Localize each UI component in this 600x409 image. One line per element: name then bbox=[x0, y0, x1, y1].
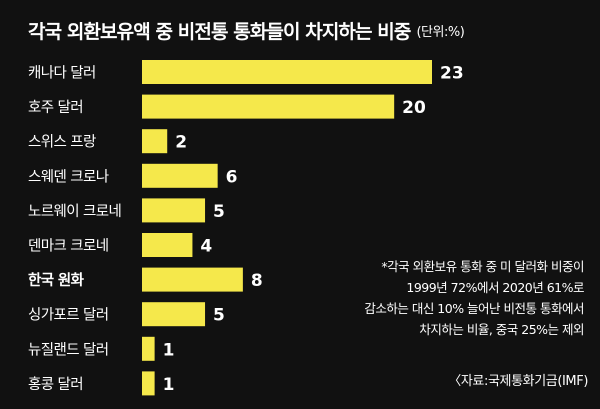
value-label: 20 bbox=[402, 98, 426, 118]
category-label: 스위스 프랑 bbox=[28, 134, 96, 151]
chart-title: 각국 외환보유액 중 비전통 통화들이 차지하는 비중 bbox=[28, 20, 411, 43]
value-label: 2 bbox=[175, 133, 187, 153]
category-label: 한국 원화 bbox=[28, 272, 85, 289]
bar bbox=[142, 129, 168, 154]
value-label: 5 bbox=[213, 306, 225, 326]
category-label: 덴마크 크로네 bbox=[28, 238, 108, 255]
title-row: 각국 외환보유액 중 비전통 통화들이 차지하는 비중 (단위:%) bbox=[28, 14, 465, 46]
category-label: 홍콩 달러 bbox=[28, 376, 83, 393]
category-label: 뉴질랜드 달러 bbox=[28, 341, 108, 358]
value-label: 23 bbox=[440, 64, 464, 84]
category-label: 스웨덴 크로나 bbox=[28, 168, 109, 185]
footnote-line: *각국 외환보유 통화 중 미 달러화 비중이 bbox=[381, 259, 584, 274]
bar bbox=[142, 60, 432, 84]
footnote-line: 차지하는 비율, 중국 25%는 제외 bbox=[419, 322, 584, 337]
chart-unit: (단위:%) bbox=[416, 24, 465, 40]
value-label: 8 bbox=[251, 271, 263, 291]
source-note: 〈자료:국제통화기금(IMF) bbox=[448, 374, 588, 389]
bar bbox=[142, 336, 155, 361]
footnote-line: 감소하는 대신 10% 늘어난 비전통 통화에서 bbox=[364, 301, 584, 316]
value-label: 6 bbox=[226, 167, 238, 187]
category-label: 노르웨이 크로네 bbox=[28, 203, 121, 220]
value-label: 5 bbox=[213, 202, 225, 222]
category-label: 싱가포르 달러 bbox=[28, 307, 108, 324]
footnote-line: 1999년 72%에서 2020년 61%로 bbox=[406, 280, 584, 295]
bar bbox=[142, 302, 206, 327]
bar bbox=[142, 267, 243, 292]
bar bbox=[142, 371, 155, 396]
bar bbox=[142, 163, 218, 188]
bar bbox=[142, 198, 206, 223]
bar bbox=[142, 94, 395, 119]
footnote: *각국 외환보유 통화 중 미 달러화 비중이 1999년 72%에서 2020… bbox=[254, 256, 584, 340]
category-label: 호주 달러 bbox=[28, 99, 83, 116]
value-label: 1 bbox=[163, 340, 175, 360]
value-label: 4 bbox=[200, 237, 212, 257]
category-label: 캐나다 달러 bbox=[28, 65, 96, 82]
value-label: 1 bbox=[163, 375, 175, 395]
bar bbox=[142, 233, 193, 257]
